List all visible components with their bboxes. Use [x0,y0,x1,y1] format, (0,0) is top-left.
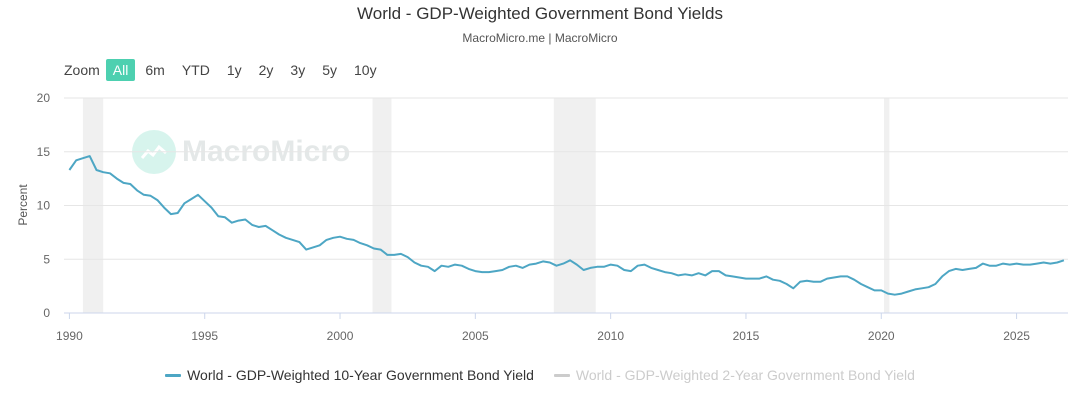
x-tick-label: 2010 [597,329,624,343]
x-axis-ticks: 1990 1995 2000 2005 2010 2015 2020 2025 [56,313,1030,343]
x-tick-label: 1990 [56,329,83,343]
chart-title: World - GDP-Weighted Government Bond Yie… [357,4,723,23]
zoom-all-button[interactable]: All [105,59,136,81]
y-tick-label: 5 [43,252,50,266]
chart-subtitle: MacroMicro.me | MacroMicro [462,31,618,45]
y-tick-label: 0 [43,306,50,320]
zoom-5y-button[interactable]: 5y [322,62,337,78]
legend-item-10y[interactable]: World - GDP-Weighted 10-Year Government … [165,367,534,383]
series-lines [68,155,1065,296]
x-tick-label: 2000 [327,329,354,343]
y-axis-ticks: 0 5 10 15 20 [37,91,51,320]
x-tick-label: 2025 [1003,329,1030,343]
x-tick-label: 1995 [191,329,218,343]
legend-item-2y[interactable]: World - GDP-Weighted 2-Year Government B… [553,367,915,383]
legend-swatch-2y [553,373,570,377]
x-tick-label: 2015 [733,329,760,343]
zoom-1y-button[interactable]: 1y [226,62,242,78]
zoom-label: Zoom [64,62,100,78]
legend-swatch-10y [165,373,182,377]
zoom-ytd-button[interactable]: YTD [181,62,210,78]
y-tick-label: 10 [37,199,51,213]
legend-label-10y: World - GDP-Weighted 10-Year Government … [187,367,534,383]
zoom-3y-button[interactable]: 3y [290,62,306,78]
zoom-6m-button[interactable]: 6m [145,62,165,78]
line-chart: 0 5 10 15 20 1990 1995 2000 2005 2010 2015 2020 202… [16,91,1068,343]
y-tick-label: 20 [37,91,51,105]
legend-label-2y: World - GDP-Weighted 2-Year Government B… [575,367,915,383]
zoom-10y-button[interactable]: 10y [354,62,377,78]
zoom-bar: Zoom All 6m YTD 1y 2y 3y 5y 10y [64,59,387,81]
legend: World - GDP-Weighted 10-Year Government … [0,367,1080,383]
x-tick-label: 2005 [462,329,489,343]
series-line-0 [68,155,1065,296]
x-tick-label: 2020 [868,329,895,343]
zoom-2y-button[interactable]: 2y [258,62,274,78]
y-axis-label: Percent [16,184,30,226]
grid-lines [64,97,1068,314]
y-tick-label: 15 [37,145,51,159]
